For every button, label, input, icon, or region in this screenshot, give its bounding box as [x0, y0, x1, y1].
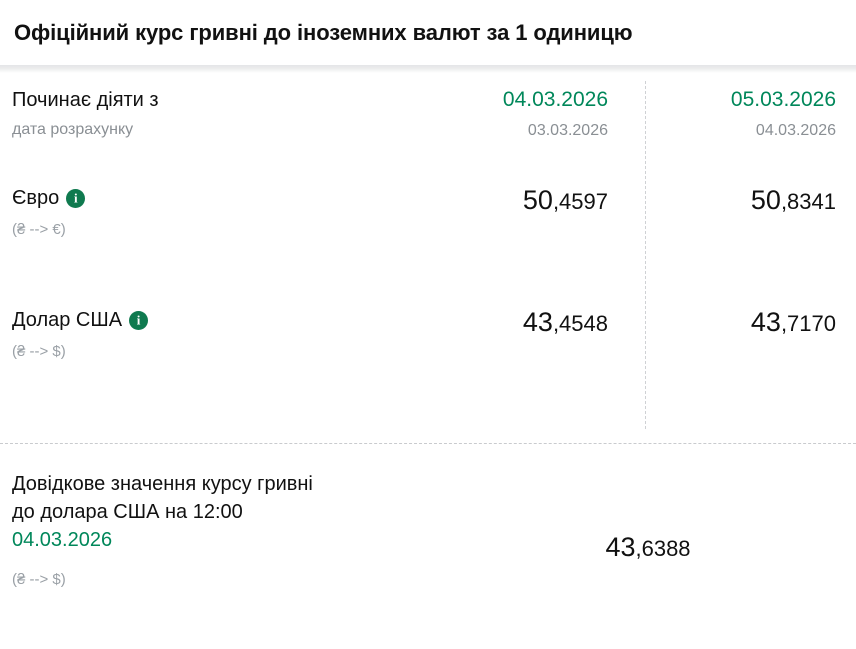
reference-date: 04.03.2026 — [12, 529, 113, 551]
usd-rate-2: 43,7170 — [646, 307, 846, 339]
eur-currency-pair: (₴ --> €) — [12, 221, 66, 238]
usd-value-column-1: 43,4548 — [427, 307, 627, 339]
dates-label-block: Починає діяти з дата розрахунку — [12, 87, 432, 141]
usd-rate-2-int: 43 — [750, 307, 781, 337]
effective-date-2: 05.03.2026 — [730, 88, 836, 111]
date-column-1: 04.03.2026 03.03.2026 — [427, 87, 627, 142]
usd-currency-name-wrap: Долар США i — [12, 307, 432, 333]
usd-rate-2-frac: ,7170 — [780, 311, 836, 336]
section-divider — [0, 443, 856, 444]
usd-rate-1-int: 43 — [522, 307, 553, 337]
usd-rate-1: 43,4548 — [427, 307, 627, 339]
reference-rate-section: Довідкове значення курсу гривні до долар… — [0, 444, 856, 649]
eur-label-block: Євро i (₴ --> €) — [12, 185, 432, 240]
usd-currency-pair: (₴ --> $) — [12, 343, 66, 360]
page-header: Офіційний курс гривні до іноземних валют… — [0, 0, 856, 65]
reference-line-2: до долара США на 12:00 — [12, 501, 243, 523]
info-icon[interactable]: i — [129, 310, 149, 330]
rates-table: Починає діяти з дата розрахунку 04.03.20… — [0, 73, 856, 443]
reference-label-block: Довідкове значення курсу гривні до долар… — [12, 470, 442, 590]
column-divider — [645, 81, 646, 429]
effective-date-1: 04.03.2026 — [502, 88, 608, 111]
eur-currency-name-wrap: Євро i — [12, 185, 432, 211]
effective-from-label: Починає діяти з — [12, 89, 159, 111]
eur-value-column-1: 50,4597 — [427, 185, 627, 217]
calculation-date-label: дата розрахунку — [12, 121, 134, 138]
eur-rate-2-int: 50 — [750, 185, 781, 215]
calculation-date-1: 03.03.2026 — [527, 122, 608, 139]
header-divider-band — [0, 65, 856, 73]
reference-rate-frac: ,6388 — [635, 536, 691, 561]
reference-line-1: Довідкове значення курсу гривні — [12, 473, 313, 495]
usd-rate-1-frac: ,4548 — [552, 311, 608, 336]
reference-currency-pair: (₴ --> $) — [12, 571, 66, 588]
reference-rate-int: 43 — [605, 532, 636, 562]
page-title: Офіційний курс гривні до іноземних валют… — [14, 19, 633, 45]
calculation-date-2: 04.03.2026 — [755, 122, 836, 139]
eur-rate-1: 50,4597 — [427, 185, 627, 217]
eur-value-column-2: 50,8341 — [646, 185, 846, 217]
usd-currency-name: Долар США — [12, 309, 123, 331]
table-row-eur: Євро i (₴ --> €) 50,4597 50,8341 — [0, 185, 856, 285]
eur-rate-2-frac: ,8341 — [780, 189, 836, 214]
eur-rate-1-int: 50 — [522, 185, 553, 215]
usd-value-column-2: 43,7170 — [646, 307, 846, 339]
info-icon[interactable]: i — [66, 188, 86, 208]
eur-rate-2: 50,8341 — [646, 185, 846, 217]
reference-rate-value: 43,6388 — [500, 532, 796, 564]
table-row-dates: Починає діяти з дата розрахунку 04.03.20… — [0, 87, 856, 177]
date-column-2: 05.03.2026 04.03.2026 — [646, 87, 846, 142]
table-row-usd: Долар США i (₴ --> $) 43,4548 43,7170 — [0, 307, 856, 407]
eur-rate-1-frac: ,4597 — [552, 189, 608, 214]
usd-label-block: Долар США i (₴ --> $) — [12, 307, 432, 362]
eur-currency-name: Євро — [12, 187, 60, 209]
